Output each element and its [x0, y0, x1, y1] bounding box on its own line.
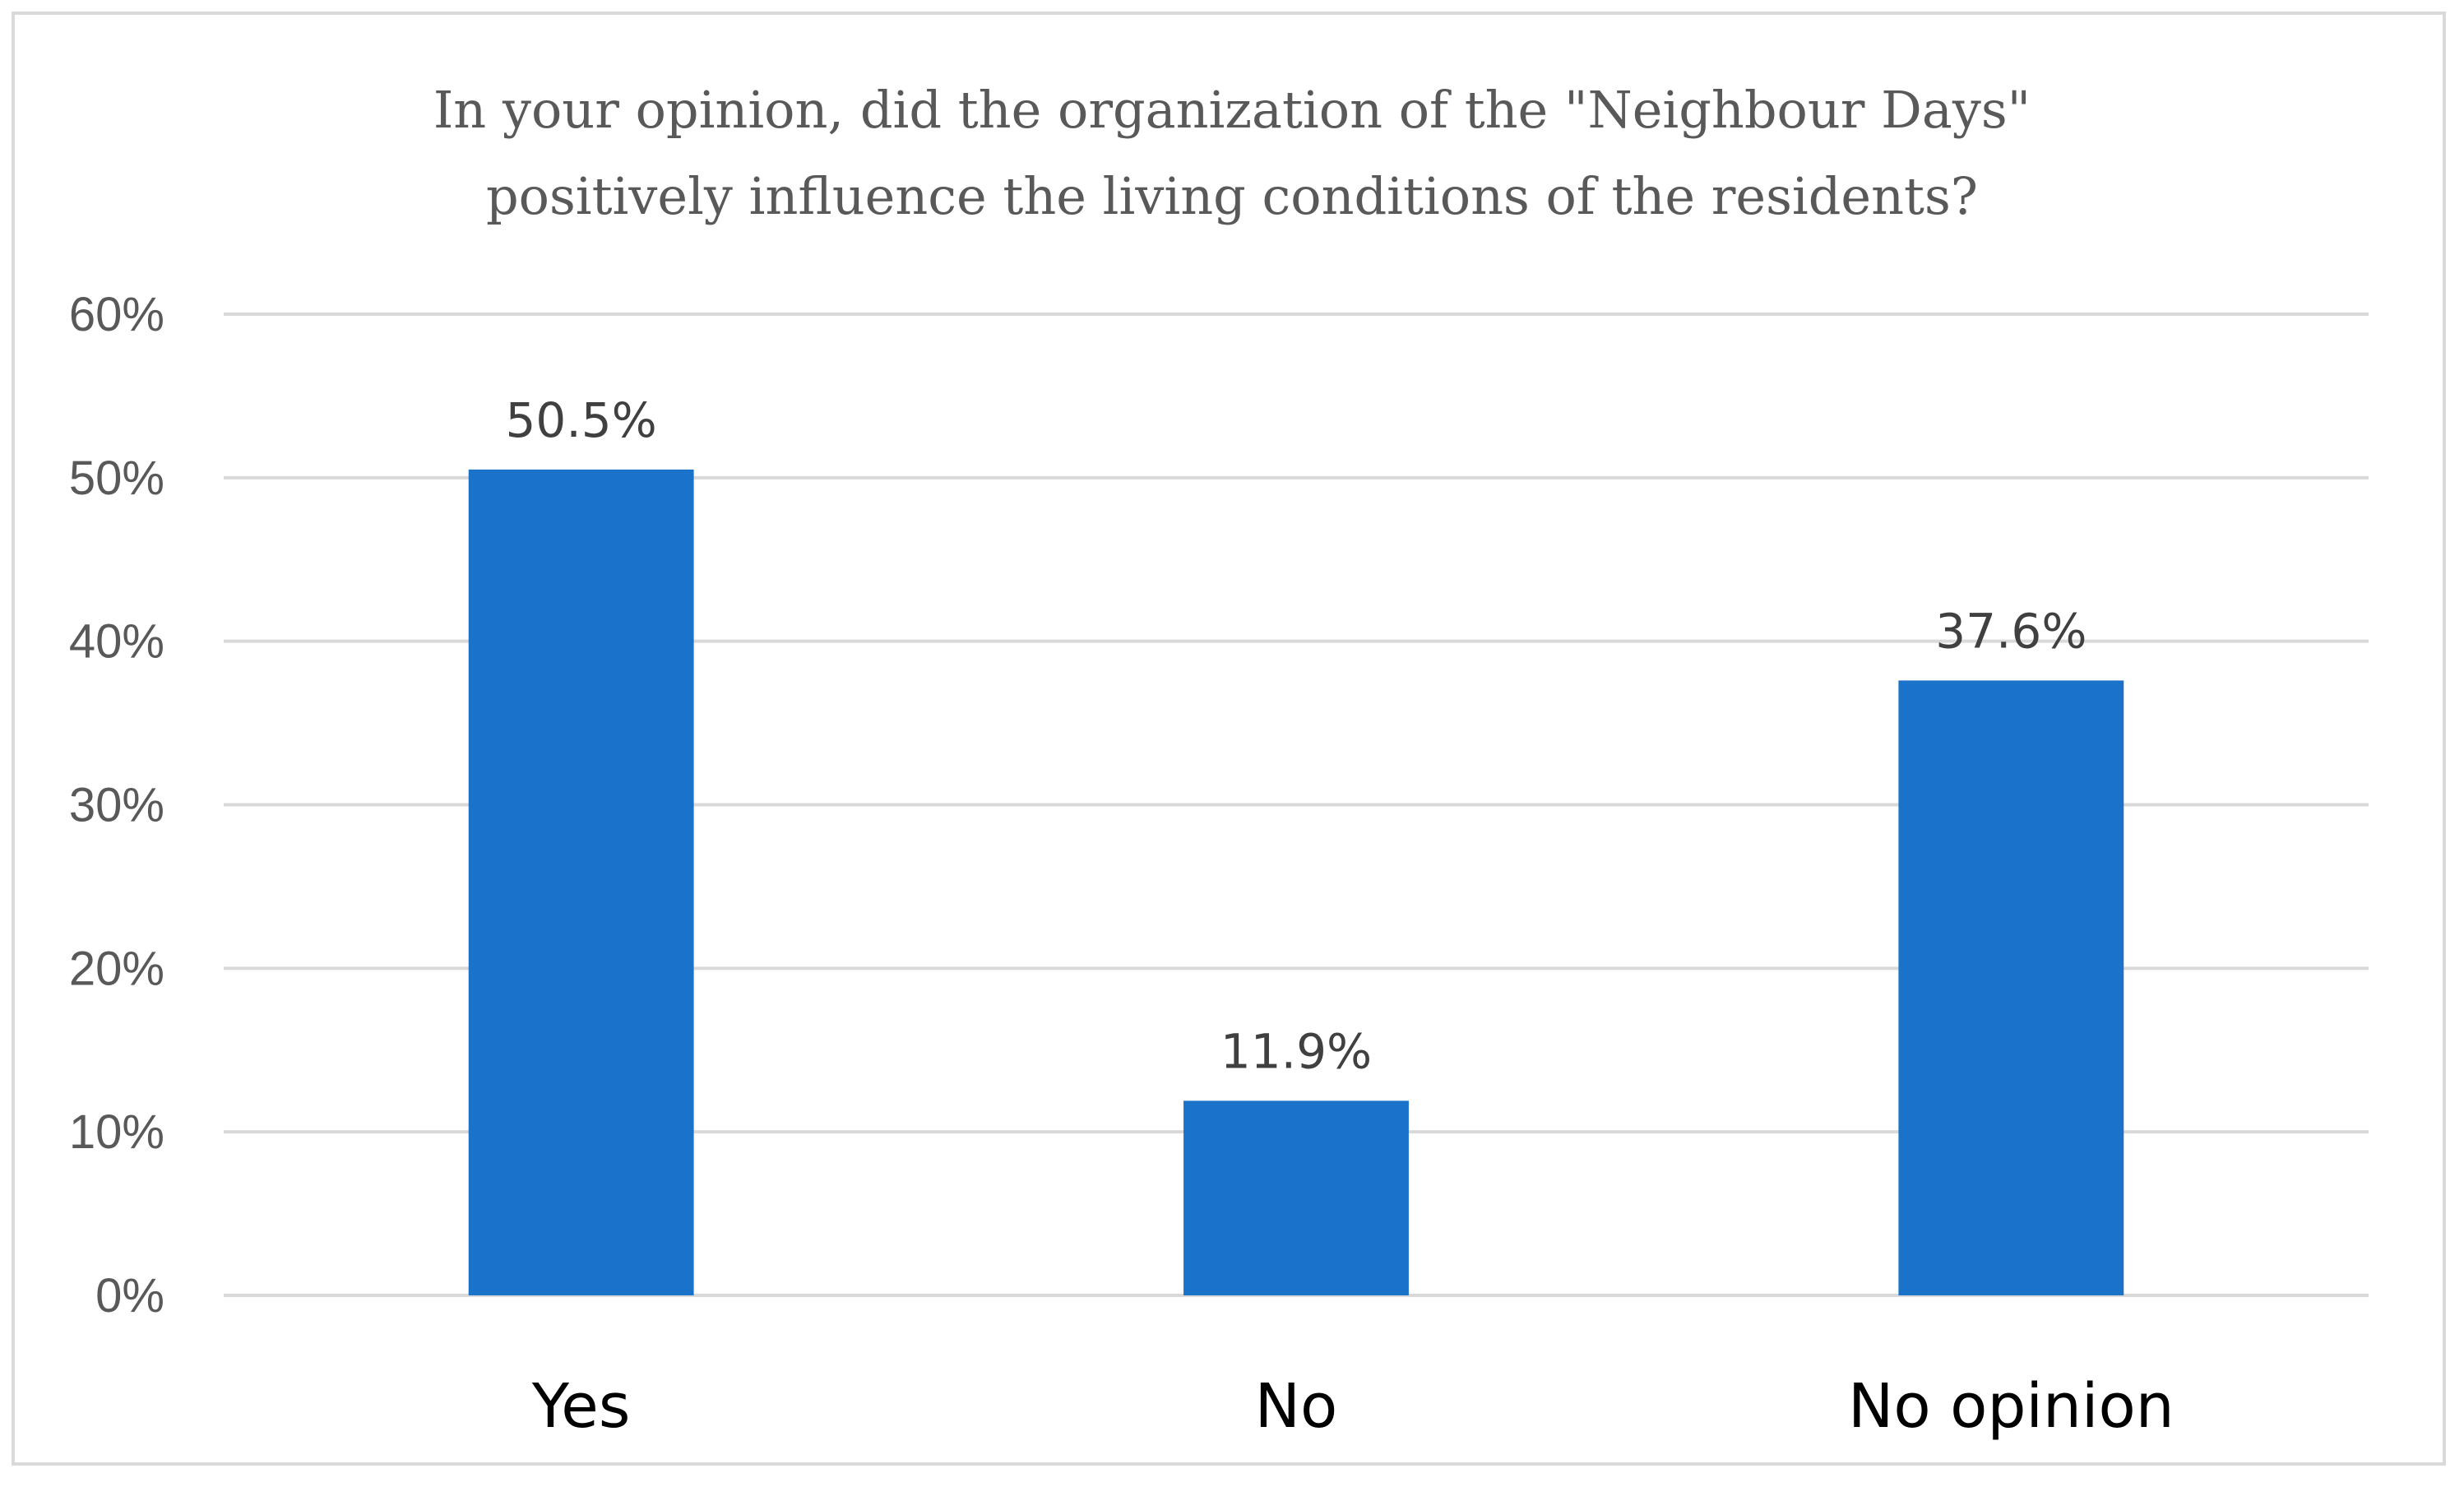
y-tick-label: 0%	[95, 1269, 164, 1323]
data-label: 50.5%	[506, 392, 657, 448]
bars	[468, 469, 2124, 1295]
x-axis-tick-labels: Yes No No opinion	[531, 1371, 2175, 1442]
y-tick-label: 40%	[69, 615, 164, 669]
bar	[1898, 680, 2124, 1295]
x-tick-label: Yes	[531, 1371, 630, 1442]
y-tick-label: 20%	[69, 942, 164, 995]
data-label: 11.9%	[1220, 1023, 1372, 1079]
bar	[468, 469, 694, 1295]
y-axis-tick-labels: 0% 10% 20% 30% 40% 50% 60%	[69, 288, 164, 1323]
data-label: 37.6%	[1935, 603, 2087, 659]
data-labels: 50.5% 11.9% 37.6%	[506, 392, 2087, 1079]
y-tick-label: 50%	[69, 452, 164, 505]
chart-title-line-1: In your opinion, did the organization of…	[433, 80, 2031, 140]
y-tick-label: 10%	[69, 1105, 164, 1159]
x-tick-label: No	[1255, 1371, 1338, 1442]
chart-title: In your opinion, did the organization of…	[433, 80, 2031, 226]
y-tick-label: 30%	[69, 779, 164, 832]
chart-title-line-2: positively influence the living conditio…	[486, 166, 1978, 226]
x-tick-label: No opinion	[1848, 1371, 2175, 1442]
y-tick-label: 60%	[69, 288, 164, 341]
bar	[1183, 1100, 1409, 1295]
